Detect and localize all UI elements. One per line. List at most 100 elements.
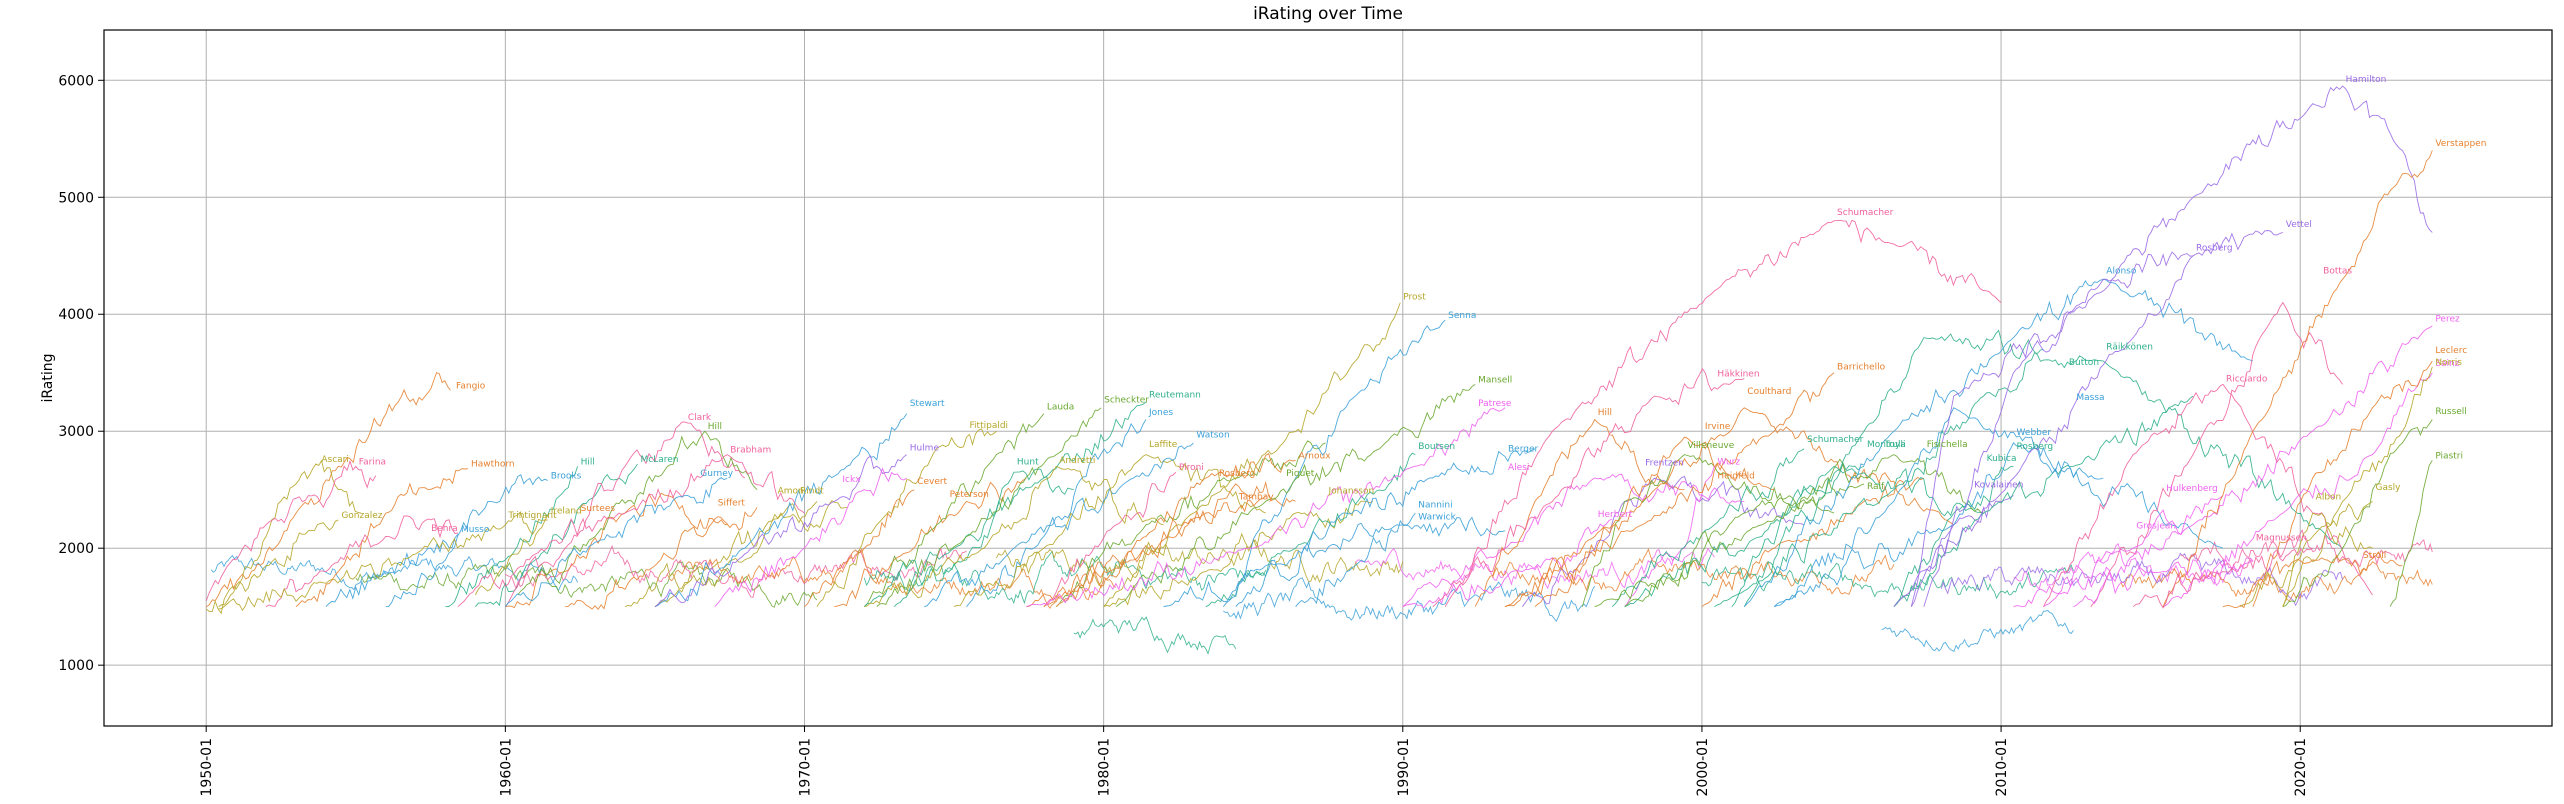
series-label: Hamilton xyxy=(2346,75,2387,85)
series-label: Jones xyxy=(1148,408,1173,418)
series-label: Button xyxy=(2069,358,2099,368)
series-label: Hulkenberg xyxy=(2166,484,2218,494)
series-line xyxy=(1910,495,2014,607)
series-line xyxy=(1043,480,1296,608)
series-label: Gasly xyxy=(2376,483,2402,493)
series-line xyxy=(517,430,758,596)
series-label: Rosberg xyxy=(2196,243,2233,253)
series-label: Andretti xyxy=(1059,456,1095,466)
series-label: Schumacher xyxy=(1807,435,1864,445)
series-line xyxy=(565,507,758,611)
rating-line xyxy=(1940,552,2344,607)
series-label: Watson xyxy=(1196,430,1229,440)
series-label: Leclerc xyxy=(2435,346,2467,356)
series-label: Häkkinen xyxy=(1717,370,1759,380)
series-label: Sainz xyxy=(2435,359,2459,369)
series-line xyxy=(834,477,1027,608)
series-label: Stroll xyxy=(2363,551,2386,561)
series-line xyxy=(505,492,728,609)
series-label: Massa xyxy=(2076,393,2104,403)
series-line xyxy=(2240,501,2373,608)
series-line xyxy=(1163,516,1506,608)
series-line xyxy=(2222,551,2403,609)
series-line xyxy=(1504,436,1775,608)
series-label: Schumacher xyxy=(1837,208,1894,218)
series-label: McLaren xyxy=(640,455,678,465)
rating-line xyxy=(1492,548,1895,595)
series-label: Gonzalez xyxy=(341,511,382,521)
series-label: Amon xyxy=(778,487,804,497)
series-label: Trulli xyxy=(1883,440,1905,450)
series-line xyxy=(1235,448,1536,607)
series-label: Farina xyxy=(359,457,386,467)
series-line xyxy=(1402,518,1613,609)
series-line xyxy=(505,477,728,607)
series-label: Irvine xyxy=(1705,422,1731,432)
series-line xyxy=(2162,372,2433,608)
series-line xyxy=(1624,465,1984,608)
y-tick-label: 3000 xyxy=(58,424,94,440)
x-tick-label: 2010-01 xyxy=(1994,738,2010,797)
series-label: Frentzen xyxy=(1645,458,1684,468)
series-line xyxy=(2073,558,2254,608)
series-label: Hulme xyxy=(910,443,940,453)
series-line xyxy=(1893,255,2194,607)
series-line xyxy=(457,454,805,608)
series-line xyxy=(624,500,847,608)
y-axis-label: iRating xyxy=(40,353,56,402)
rating-line xyxy=(863,550,1267,605)
series-label: Rosberg xyxy=(1219,469,1256,479)
series-label: Russell xyxy=(2435,407,2466,417)
series-line xyxy=(1923,230,2283,607)
series-line xyxy=(1026,407,1506,608)
series-label: Pironi xyxy=(1179,463,1204,473)
series-label: Albon xyxy=(2316,492,2342,502)
series-label: Boutsen xyxy=(1418,442,1455,452)
series-line xyxy=(2013,495,2224,608)
rating-line xyxy=(2180,529,2433,572)
series-label: Alesi xyxy=(1508,463,1529,473)
series-line xyxy=(1893,465,2014,607)
series-label: Hill xyxy=(581,457,595,467)
series-line xyxy=(1910,85,2433,607)
series-line xyxy=(218,519,339,608)
rating-line xyxy=(2013,542,2254,590)
series-label: Prost xyxy=(1403,292,1426,302)
series-line xyxy=(2282,419,2433,608)
series-label: Ralf xyxy=(1867,482,1885,492)
series-label: Perez xyxy=(2435,315,2460,325)
series-line xyxy=(1893,395,2194,608)
series-label: Coulthard xyxy=(1747,387,1791,397)
series-label: Clark xyxy=(688,413,712,423)
series-label: Montoya xyxy=(1867,440,1906,450)
grid-lines xyxy=(104,30,2552,726)
series-line xyxy=(2043,383,2373,607)
series-label: Trintignant xyxy=(507,511,557,521)
series-line xyxy=(1714,348,2044,608)
series-line xyxy=(1432,367,1745,608)
series-line xyxy=(1743,329,2343,607)
series-label: Räikkönen xyxy=(2106,343,2153,353)
chart-title: iRating over Time xyxy=(1253,4,1403,24)
series-label: Webber xyxy=(2017,428,2052,438)
series-line xyxy=(1581,454,1835,607)
rating-line xyxy=(1355,547,1715,590)
series-label: Berger xyxy=(1508,444,1539,454)
rating-line xyxy=(995,539,1404,587)
series-label: Verstappen xyxy=(2435,139,2486,149)
series-line xyxy=(505,421,745,607)
series-line xyxy=(205,459,361,615)
series-label: Behra xyxy=(431,524,458,534)
series-label: Herbert xyxy=(1598,510,1633,520)
series-label: Fittipaldi xyxy=(970,421,1009,431)
series-label: Ickx xyxy=(842,475,861,485)
x-tick-label: 1970-01 xyxy=(797,738,813,797)
y-tick-label: 6000 xyxy=(58,73,94,89)
series-line xyxy=(2162,150,2433,607)
rating-line xyxy=(1701,562,2074,603)
series-line xyxy=(2252,360,2433,607)
rating-line xyxy=(2120,561,2433,602)
series-label: Brabham xyxy=(730,446,771,456)
series-line xyxy=(864,465,1164,608)
